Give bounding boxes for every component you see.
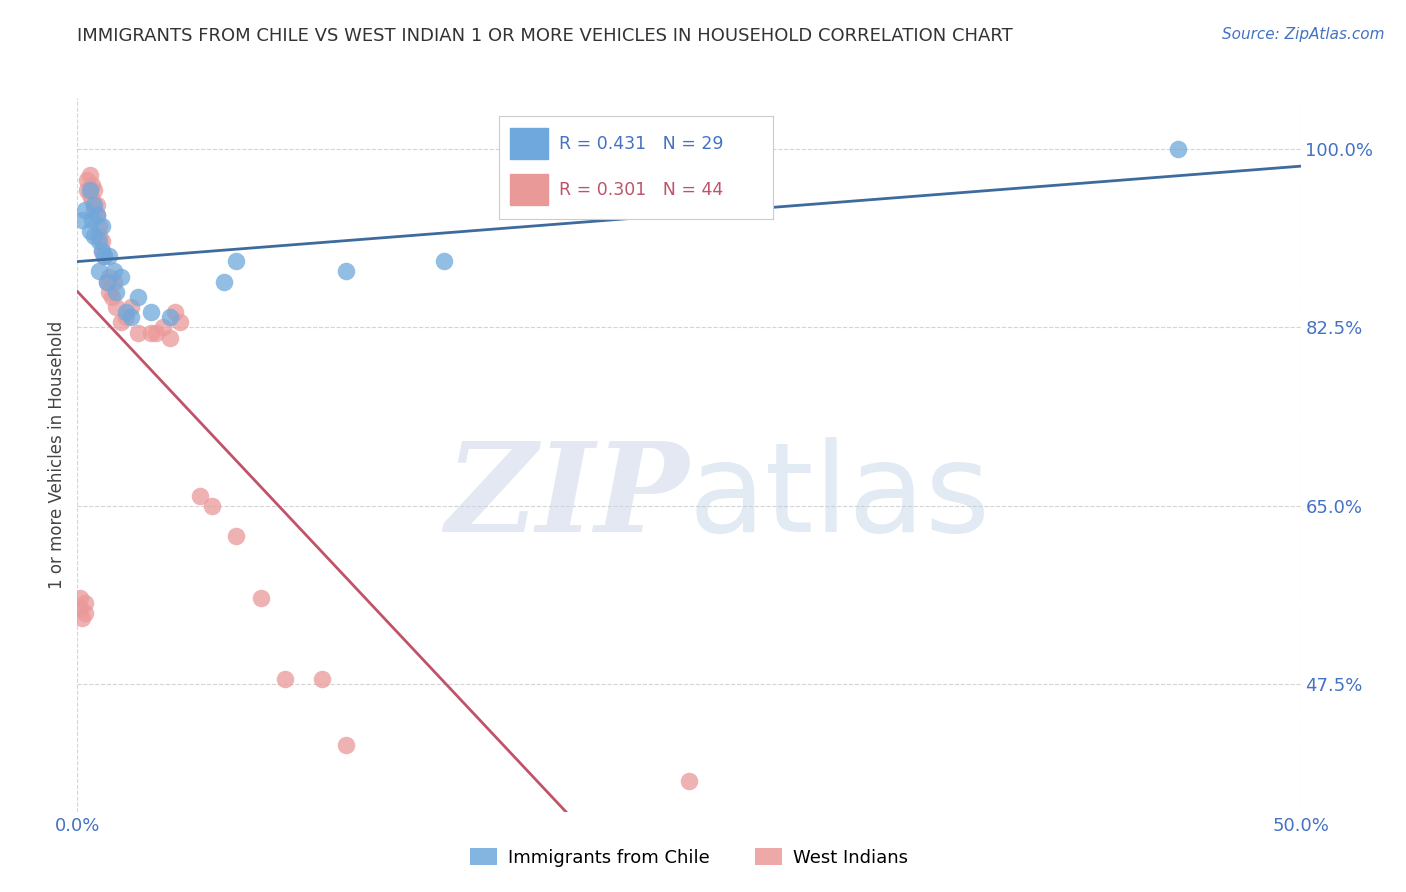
Point bbox=[86, 208, 108, 222]
Point bbox=[678, 774, 700, 789]
Legend: Immigrants from Chile, West Indians: Immigrants from Chile, West Indians bbox=[463, 841, 915, 874]
Point bbox=[225, 254, 247, 268]
Point bbox=[89, 234, 111, 248]
Point bbox=[76, 172, 98, 186]
Point bbox=[90, 234, 112, 248]
Point bbox=[110, 269, 132, 284]
Point bbox=[96, 275, 118, 289]
Point bbox=[274, 672, 297, 686]
Point bbox=[127, 326, 149, 340]
Point bbox=[83, 183, 105, 197]
Point bbox=[152, 320, 174, 334]
Point bbox=[250, 591, 273, 605]
Point bbox=[89, 228, 111, 243]
Point bbox=[98, 249, 121, 263]
Point bbox=[201, 499, 224, 513]
Point bbox=[145, 326, 167, 340]
Point bbox=[127, 290, 149, 304]
Point bbox=[165, 305, 187, 319]
Point bbox=[79, 183, 101, 197]
Text: R = 0.431   N = 29: R = 0.431 N = 29 bbox=[560, 135, 724, 153]
Point bbox=[69, 591, 91, 605]
Point bbox=[103, 275, 125, 289]
Point bbox=[76, 183, 98, 197]
Point bbox=[90, 219, 112, 233]
Point bbox=[73, 606, 96, 620]
Bar bbox=[510, 175, 548, 205]
Point bbox=[139, 305, 162, 319]
Text: Source: ZipAtlas.com: Source: ZipAtlas.com bbox=[1222, 27, 1385, 42]
Point bbox=[89, 264, 111, 278]
Point bbox=[70, 213, 93, 227]
Text: IMMIGRANTS FROM CHILE VS WEST INDIAN 1 OR MORE VEHICLES IN HOUSEHOLD CORRELATION: IMMIGRANTS FROM CHILE VS WEST INDIAN 1 O… bbox=[77, 27, 1014, 45]
Point bbox=[96, 275, 118, 289]
Point bbox=[80, 178, 103, 192]
Point bbox=[335, 264, 357, 278]
Point bbox=[98, 269, 121, 284]
Point bbox=[311, 672, 333, 686]
Y-axis label: 1 or more Vehicles in Household: 1 or more Vehicles in Household bbox=[48, 321, 66, 589]
Point bbox=[80, 213, 103, 227]
Point bbox=[225, 529, 247, 543]
Point bbox=[79, 224, 101, 238]
Point bbox=[212, 275, 235, 289]
Point bbox=[93, 249, 115, 263]
Point bbox=[105, 300, 128, 314]
Point bbox=[90, 244, 112, 258]
Point bbox=[115, 305, 138, 319]
Point bbox=[120, 310, 142, 325]
Point bbox=[86, 198, 108, 212]
Point bbox=[98, 285, 121, 299]
Point bbox=[86, 208, 108, 222]
Point bbox=[433, 254, 456, 268]
Point bbox=[83, 203, 105, 218]
Point bbox=[115, 310, 138, 325]
Text: ZIP: ZIP bbox=[446, 437, 689, 558]
Point bbox=[169, 315, 191, 329]
Point bbox=[83, 228, 105, 243]
Point bbox=[89, 219, 111, 233]
Point bbox=[79, 168, 101, 182]
Point bbox=[105, 285, 128, 299]
Point bbox=[139, 326, 162, 340]
Point bbox=[555, 193, 578, 207]
Point bbox=[70, 611, 93, 625]
Point bbox=[335, 739, 357, 753]
Point bbox=[90, 244, 112, 258]
Point bbox=[80, 193, 103, 207]
Bar bbox=[510, 128, 548, 159]
Point bbox=[79, 188, 101, 202]
Text: atlas: atlas bbox=[689, 437, 991, 558]
Point bbox=[1167, 142, 1189, 156]
Point bbox=[120, 300, 142, 314]
Point bbox=[73, 203, 96, 218]
Point bbox=[159, 331, 181, 345]
Point bbox=[69, 600, 91, 615]
Point bbox=[103, 264, 125, 278]
Point bbox=[100, 290, 122, 304]
Point bbox=[159, 310, 181, 325]
Point bbox=[188, 489, 211, 503]
Point bbox=[83, 198, 105, 212]
Point bbox=[73, 596, 96, 610]
Point bbox=[110, 315, 132, 329]
Point bbox=[93, 249, 115, 263]
Text: R = 0.301   N = 44: R = 0.301 N = 44 bbox=[560, 181, 724, 199]
